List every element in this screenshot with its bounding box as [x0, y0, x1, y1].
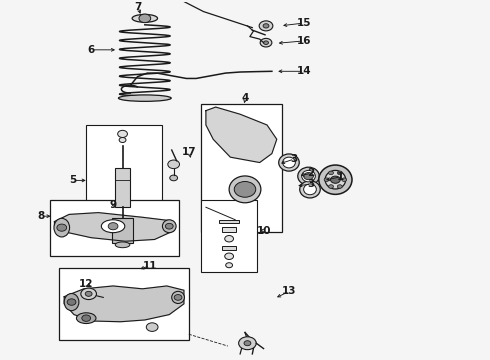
- Ellipse shape: [304, 184, 317, 195]
- Circle shape: [225, 253, 234, 260]
- Ellipse shape: [302, 170, 316, 182]
- Ellipse shape: [115, 242, 130, 248]
- Ellipse shape: [298, 167, 319, 185]
- Ellipse shape: [101, 220, 125, 233]
- Bar: [222, 246, 237, 250]
- Circle shape: [168, 160, 179, 168]
- Bar: [115, 168, 130, 207]
- Circle shape: [239, 337, 256, 350]
- Text: 16: 16: [296, 36, 311, 46]
- Text: 12: 12: [79, 279, 94, 289]
- Circle shape: [259, 21, 273, 31]
- Ellipse shape: [162, 220, 176, 233]
- Polygon shape: [54, 213, 174, 241]
- Text: 3: 3: [307, 179, 315, 189]
- Circle shape: [57, 224, 67, 231]
- Ellipse shape: [325, 170, 345, 189]
- Polygon shape: [64, 286, 184, 322]
- Circle shape: [170, 175, 177, 181]
- Text: 13: 13: [282, 286, 296, 296]
- Circle shape: [147, 323, 158, 332]
- Circle shape: [337, 185, 342, 188]
- Text: 8: 8: [37, 211, 45, 221]
- Text: 7: 7: [134, 2, 141, 12]
- Ellipse shape: [229, 176, 261, 203]
- Ellipse shape: [279, 154, 299, 171]
- Circle shape: [85, 291, 92, 296]
- Ellipse shape: [319, 165, 352, 194]
- Circle shape: [263, 24, 269, 28]
- Text: 15: 15: [296, 18, 311, 28]
- Text: 2: 2: [307, 168, 315, 178]
- Circle shape: [329, 171, 333, 175]
- Circle shape: [331, 176, 340, 183]
- Polygon shape: [206, 107, 277, 162]
- Bar: [49, 200, 179, 256]
- Text: 6: 6: [87, 45, 95, 55]
- Text: 10: 10: [256, 225, 271, 235]
- Ellipse shape: [64, 293, 79, 311]
- Ellipse shape: [132, 14, 158, 22]
- Circle shape: [260, 39, 272, 47]
- Ellipse shape: [119, 95, 171, 102]
- Bar: [59, 268, 189, 339]
- Circle shape: [324, 178, 329, 181]
- Circle shape: [226, 263, 233, 268]
- Circle shape: [234, 181, 256, 197]
- Text: 9: 9: [109, 200, 117, 210]
- Circle shape: [225, 235, 234, 242]
- Bar: [86, 125, 162, 247]
- Circle shape: [108, 222, 118, 230]
- Circle shape: [118, 130, 127, 138]
- Ellipse shape: [283, 157, 295, 168]
- Ellipse shape: [300, 181, 320, 198]
- Circle shape: [174, 294, 182, 300]
- Circle shape: [244, 341, 251, 346]
- Circle shape: [337, 171, 342, 175]
- Ellipse shape: [54, 219, 70, 237]
- Text: 5: 5: [70, 175, 76, 185]
- Circle shape: [264, 41, 269, 45]
- Circle shape: [342, 178, 346, 181]
- Ellipse shape: [172, 291, 184, 303]
- Bar: [201, 104, 282, 232]
- Circle shape: [67, 299, 76, 305]
- Bar: [222, 226, 236, 232]
- Circle shape: [119, 138, 126, 143]
- Circle shape: [165, 223, 173, 229]
- Text: 14: 14: [296, 66, 311, 76]
- Ellipse shape: [76, 313, 96, 324]
- Circle shape: [139, 14, 151, 23]
- Text: 17: 17: [181, 147, 196, 157]
- Circle shape: [304, 172, 314, 180]
- Text: 11: 11: [143, 261, 157, 271]
- Text: 3: 3: [290, 154, 297, 164]
- Text: 1: 1: [337, 172, 344, 182]
- Bar: [220, 220, 239, 223]
- Bar: [112, 218, 133, 243]
- Bar: [201, 200, 257, 272]
- Circle shape: [329, 185, 333, 188]
- Circle shape: [81, 288, 97, 300]
- Circle shape: [82, 315, 91, 321]
- Text: 4: 4: [241, 93, 249, 103]
